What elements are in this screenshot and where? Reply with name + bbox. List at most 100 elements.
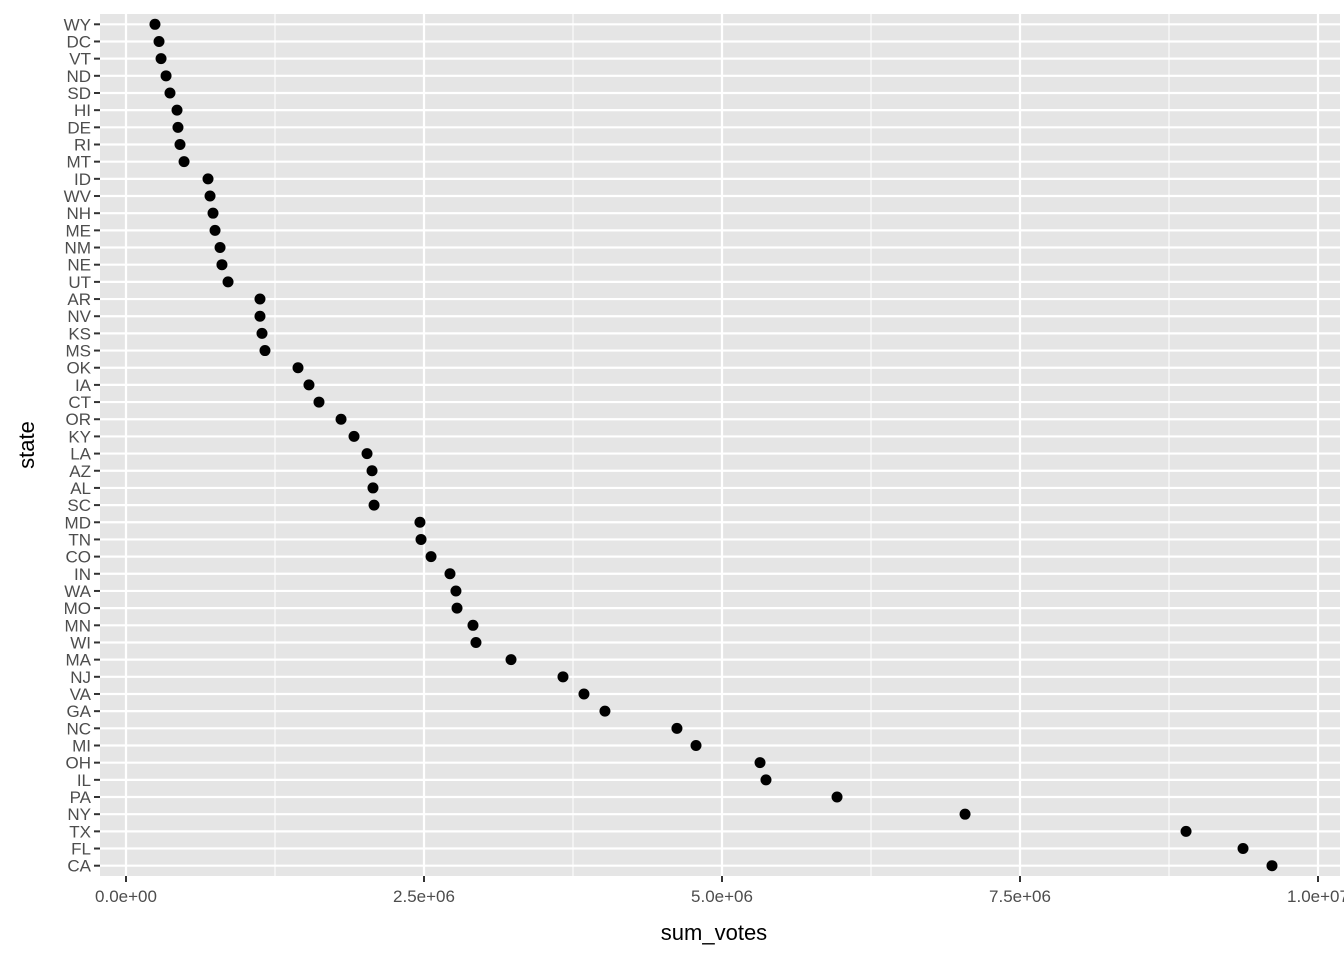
data-point-NM xyxy=(214,242,226,254)
y-tick-label: MI xyxy=(72,736,91,755)
y-tick-label: KY xyxy=(68,427,91,446)
x-tick-label: 1.0e+07 xyxy=(1287,887,1344,906)
data-point-NH xyxy=(207,207,219,219)
y-tick-label: TN xyxy=(68,530,91,549)
data-point-AR xyxy=(254,293,266,305)
y-tick-label: NJ xyxy=(70,668,91,687)
y-tick-label: AL xyxy=(70,479,91,498)
data-point-CO xyxy=(425,551,437,563)
data-point-AZ xyxy=(366,465,378,477)
data-point-WY xyxy=(149,18,161,30)
data-point-DE xyxy=(172,121,184,133)
data-point-WI xyxy=(470,636,482,648)
y-tick-label: UT xyxy=(68,273,91,292)
data-point-DC xyxy=(153,35,165,47)
y-tick-label: WY xyxy=(64,15,91,34)
data-point-MO xyxy=(451,602,463,614)
y-tick-label: NV xyxy=(67,307,91,326)
data-point-MT xyxy=(178,156,190,168)
y-tick-label: SD xyxy=(67,84,91,103)
y-tick-label: IA xyxy=(75,376,92,395)
data-point-MD xyxy=(414,516,426,528)
data-point-IA xyxy=(303,379,315,391)
y-tick-label: CO xyxy=(66,548,92,567)
y-tick-label: FL xyxy=(71,840,91,859)
y-tick-label: IN xyxy=(74,565,91,584)
y-tick-label: CA xyxy=(67,857,91,876)
data-point-HI xyxy=(171,104,183,116)
data-point-NE xyxy=(216,259,228,271)
data-point-ID xyxy=(202,173,214,185)
y-tick-label: VT xyxy=(69,50,91,69)
data-point-NC xyxy=(671,722,683,734)
data-point-AL xyxy=(367,482,379,494)
y-tick-label: WI xyxy=(70,633,91,652)
data-point-CA xyxy=(1266,860,1278,872)
data-point-NY xyxy=(959,808,971,820)
x-tick-label: 7.5e+06 xyxy=(989,887,1051,906)
data-point-IL xyxy=(760,774,772,786)
data-point-UT xyxy=(222,276,234,288)
y-tick-label: DC xyxy=(66,32,91,51)
y-tick-label: MO xyxy=(64,599,91,618)
y-tick-label: IL xyxy=(77,771,91,790)
data-point-SD xyxy=(164,87,176,99)
data-point-MA xyxy=(505,654,517,666)
y-tick-label: NY xyxy=(67,805,91,824)
y-tick-label: GA xyxy=(66,702,91,721)
data-point-TN xyxy=(415,533,427,545)
y-tick-label: NC xyxy=(66,719,91,738)
y-tick-label: LA xyxy=(70,445,91,464)
y-tick-label: NM xyxy=(65,239,91,258)
data-point-MI xyxy=(690,739,702,751)
y-tick-label: OR xyxy=(66,410,92,429)
y-tick-label: MT xyxy=(66,153,91,172)
y-tick-label: MD xyxy=(65,513,91,532)
y-tick-label: TX xyxy=(69,822,91,841)
y-tick-label: SC xyxy=(67,496,91,515)
data-point-IN xyxy=(444,568,456,580)
y-tick-label: ID xyxy=(74,170,91,189)
data-point-RI xyxy=(174,139,186,151)
data-point-TX xyxy=(1180,825,1192,837)
y-axis-title: state xyxy=(14,421,39,469)
data-point-NV xyxy=(254,310,266,322)
y-tick-label: MA xyxy=(66,651,92,670)
y-tick-label: PA xyxy=(70,788,92,807)
data-point-NJ xyxy=(557,671,569,683)
data-point-VT xyxy=(155,53,167,65)
x-tick-label: 2.5e+06 xyxy=(393,887,455,906)
y-tick-label: MS xyxy=(66,342,92,361)
data-point-CT xyxy=(313,396,325,408)
data-point-LA xyxy=(361,448,373,460)
y-tick-label: WV xyxy=(64,187,92,206)
data-point-PA xyxy=(831,791,843,803)
x-axis-title: sum_votes xyxy=(661,920,767,945)
data-point-FL xyxy=(1237,843,1249,855)
y-tick-label: ND xyxy=(66,67,91,86)
y-tick-label: MN xyxy=(65,616,91,635)
data-point-GA xyxy=(599,705,611,717)
y-tick-label: VA xyxy=(70,685,92,704)
y-tick-label: AZ xyxy=(69,462,91,481)
data-point-VA xyxy=(578,688,590,700)
y-tick-label: RI xyxy=(74,136,91,155)
y-tick-label: OK xyxy=(66,359,91,378)
x-tick-label: 5.0e+06 xyxy=(691,887,753,906)
y-tick-label: NE xyxy=(67,256,91,275)
y-tick-label: CT xyxy=(68,393,91,412)
data-point-ME xyxy=(209,224,221,236)
data-point-KY xyxy=(348,430,360,442)
data-point-OR xyxy=(335,413,347,425)
y-tick-label: OH xyxy=(66,754,92,773)
data-point-SC xyxy=(368,499,380,511)
data-point-MN xyxy=(467,619,479,631)
data-point-ND xyxy=(160,70,172,82)
x-tick-label: 0.0e+00 xyxy=(95,887,157,906)
data-point-KS xyxy=(256,327,268,339)
y-tick-label: ME xyxy=(66,221,92,240)
y-tick-label: AR xyxy=(67,290,91,309)
y-tick-label: NH xyxy=(66,204,91,223)
data-point-WA xyxy=(450,585,462,597)
